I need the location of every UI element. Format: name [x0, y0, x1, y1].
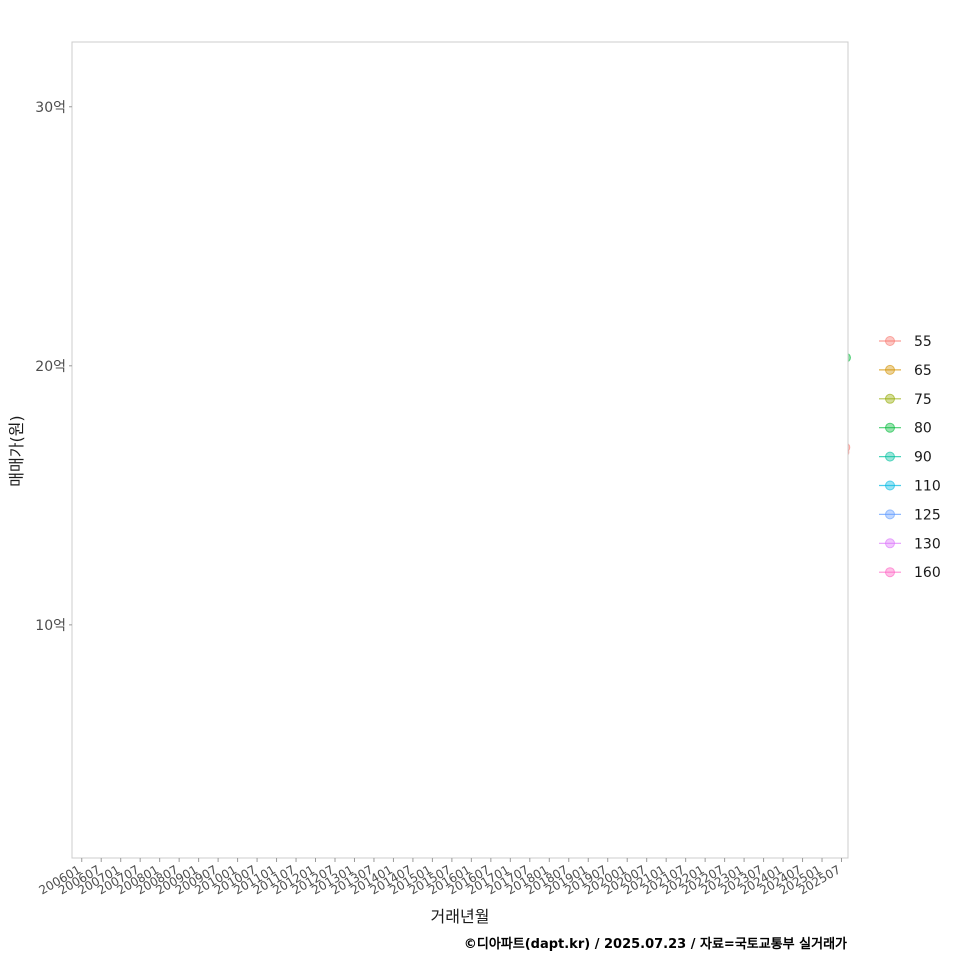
legend-label: 65	[914, 363, 932, 379]
legend-key-point	[885, 393, 895, 404]
legend: 55 65 75 80 90 110 125 130 160	[879, 334, 941, 581]
y-tick-label: 30억	[35, 100, 66, 116]
y-tick-label: 20억	[35, 359, 66, 375]
legend-label: 110	[914, 479, 941, 495]
y-axis-title: 매매가(원)	[7, 415, 26, 486]
legend-key-point	[885, 480, 895, 491]
y-tick-label: 10억	[35, 618, 66, 634]
legend-label: 55	[914, 334, 932, 350]
chart-caption: ©디아파트(dapt.kr) / 2025.07.23 / 자료=국토교통부 실…	[464, 936, 847, 952]
legend-key-point	[885, 567, 895, 578]
legend-key-point	[885, 509, 895, 520]
legend-label: 125	[914, 507, 941, 523]
axes: 10억20억30억2006012006072007012007072008012…	[35, 41, 849, 898]
legend-key-point	[885, 336, 895, 346]
legend-key-point	[885, 422, 895, 433]
legend-label: 130	[914, 536, 941, 552]
legend-label: 80	[914, 421, 932, 437]
legend-key-point	[885, 538, 895, 549]
plot-panel-border	[71, 41, 849, 859]
legend-label: 75	[914, 392, 932, 408]
legend-key-point	[885, 364, 895, 375]
x-axis-title: 거래년월	[431, 907, 490, 926]
legend-label: 90	[914, 450, 932, 466]
legend-label: 160	[914, 565, 941, 581]
legend-key-point	[885, 451, 895, 462]
